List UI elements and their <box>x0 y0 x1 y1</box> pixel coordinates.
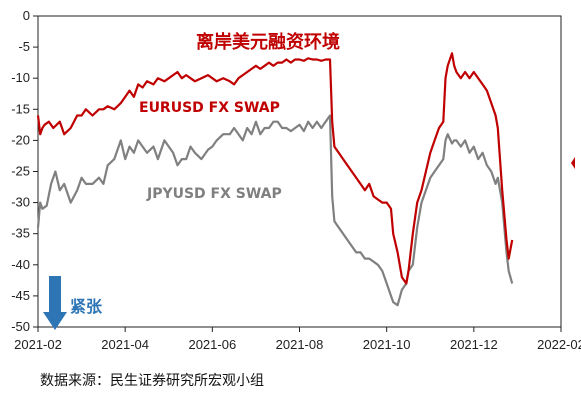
eurusd-series-label: EURUSD FX SWAP <box>139 100 280 116</box>
y-tick-label: 0 <box>23 8 30 23</box>
tension-arrow-head <box>43 312 67 330</box>
y-tick-label: -10 <box>11 70 30 85</box>
jpyusd-series-label: JPYUSD FX SWAP <box>146 186 282 202</box>
tension-arrow-shaft <box>49 276 61 312</box>
x-tick-label: 2021-08 <box>276 337 324 352</box>
y-tick-label: -40 <box>11 257 30 272</box>
x-tick-label: 2021-04 <box>101 337 149 352</box>
x-tick-label: 2021-12 <box>450 337 498 352</box>
eurusd-series-line <box>36 52 514 285</box>
plot-frame <box>37 15 562 328</box>
x-tick-label: 2021-06 <box>188 337 236 352</box>
x-tick-label: 2021-10 <box>363 337 411 352</box>
x-tick-label: 2022-02 <box>537 337 581 352</box>
data-source-note: 数据来源：民生证券研究所宏观小组 <box>40 373 264 389</box>
y-tick-label: -45 <box>11 288 30 303</box>
tension-label: 紧张 <box>70 297 103 316</box>
axes: 0 -5 -10 -15 -20 -25 -30 -35 -40 -45 -50 2021-02 202… <box>11 8 581 352</box>
y-tick-label: -20 <box>11 132 30 147</box>
y-tick-label: -50 <box>11 319 30 334</box>
x-tick-label: 2021-02 <box>14 337 62 352</box>
y-tick-label: -30 <box>11 195 30 210</box>
jpyusd-series-line <box>36 114 514 307</box>
chart-title: 离岸美元融资环境 <box>196 31 340 53</box>
y-tick-label: -25 <box>11 164 30 179</box>
series-group <box>36 52 514 307</box>
tension-arrow <box>43 276 67 330</box>
right-edge-marker <box>571 157 575 169</box>
y-tick-label: -35 <box>11 226 30 241</box>
y-tick-label: -5 <box>18 39 30 54</box>
y-tick-label: -15 <box>11 101 30 116</box>
